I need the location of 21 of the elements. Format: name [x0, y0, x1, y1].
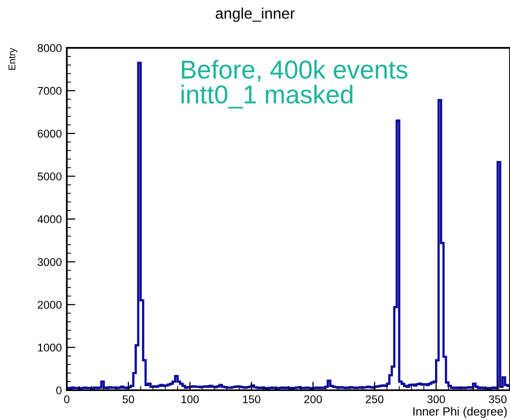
x-tick-label: 350 — [488, 395, 507, 404]
y-tick-label: 6000 — [38, 130, 62, 138]
y-tick-label: 1000 — [38, 344, 62, 352]
chart-title: angle_inner — [216, 8, 295, 22]
annotation: Before, 400k events intt0_1 masked — [182, 60, 408, 108]
x-tick-label: 100 — [181, 395, 199, 404]
y-tick-label: 4000 — [37, 215, 62, 224]
y-tick-label: 7000 — [38, 86, 62, 95]
x-tick-label: 250 — [366, 395, 384, 404]
y-tick-label: 2000 — [38, 300, 62, 309]
y-tick-label: 3000 — [38, 258, 62, 266]
y-tick-label: 0 — [56, 386, 62, 394]
x-tick-label: 50 — [122, 395, 134, 404]
x-axis-title: Inner Phi (degree) — [413, 406, 507, 418]
x-tick-label: 0 — [64, 395, 70, 404]
y-tick-label: 5000 — [38, 172, 62, 180]
x-tick-label: 150 — [243, 395, 260, 404]
x-tick-label: 200 — [304, 395, 322, 404]
y-tick-label: 8000 — [38, 44, 62, 52]
x-tick-label: 300 — [427, 395, 445, 404]
y-axis-title: Entry — [8, 48, 18, 70]
